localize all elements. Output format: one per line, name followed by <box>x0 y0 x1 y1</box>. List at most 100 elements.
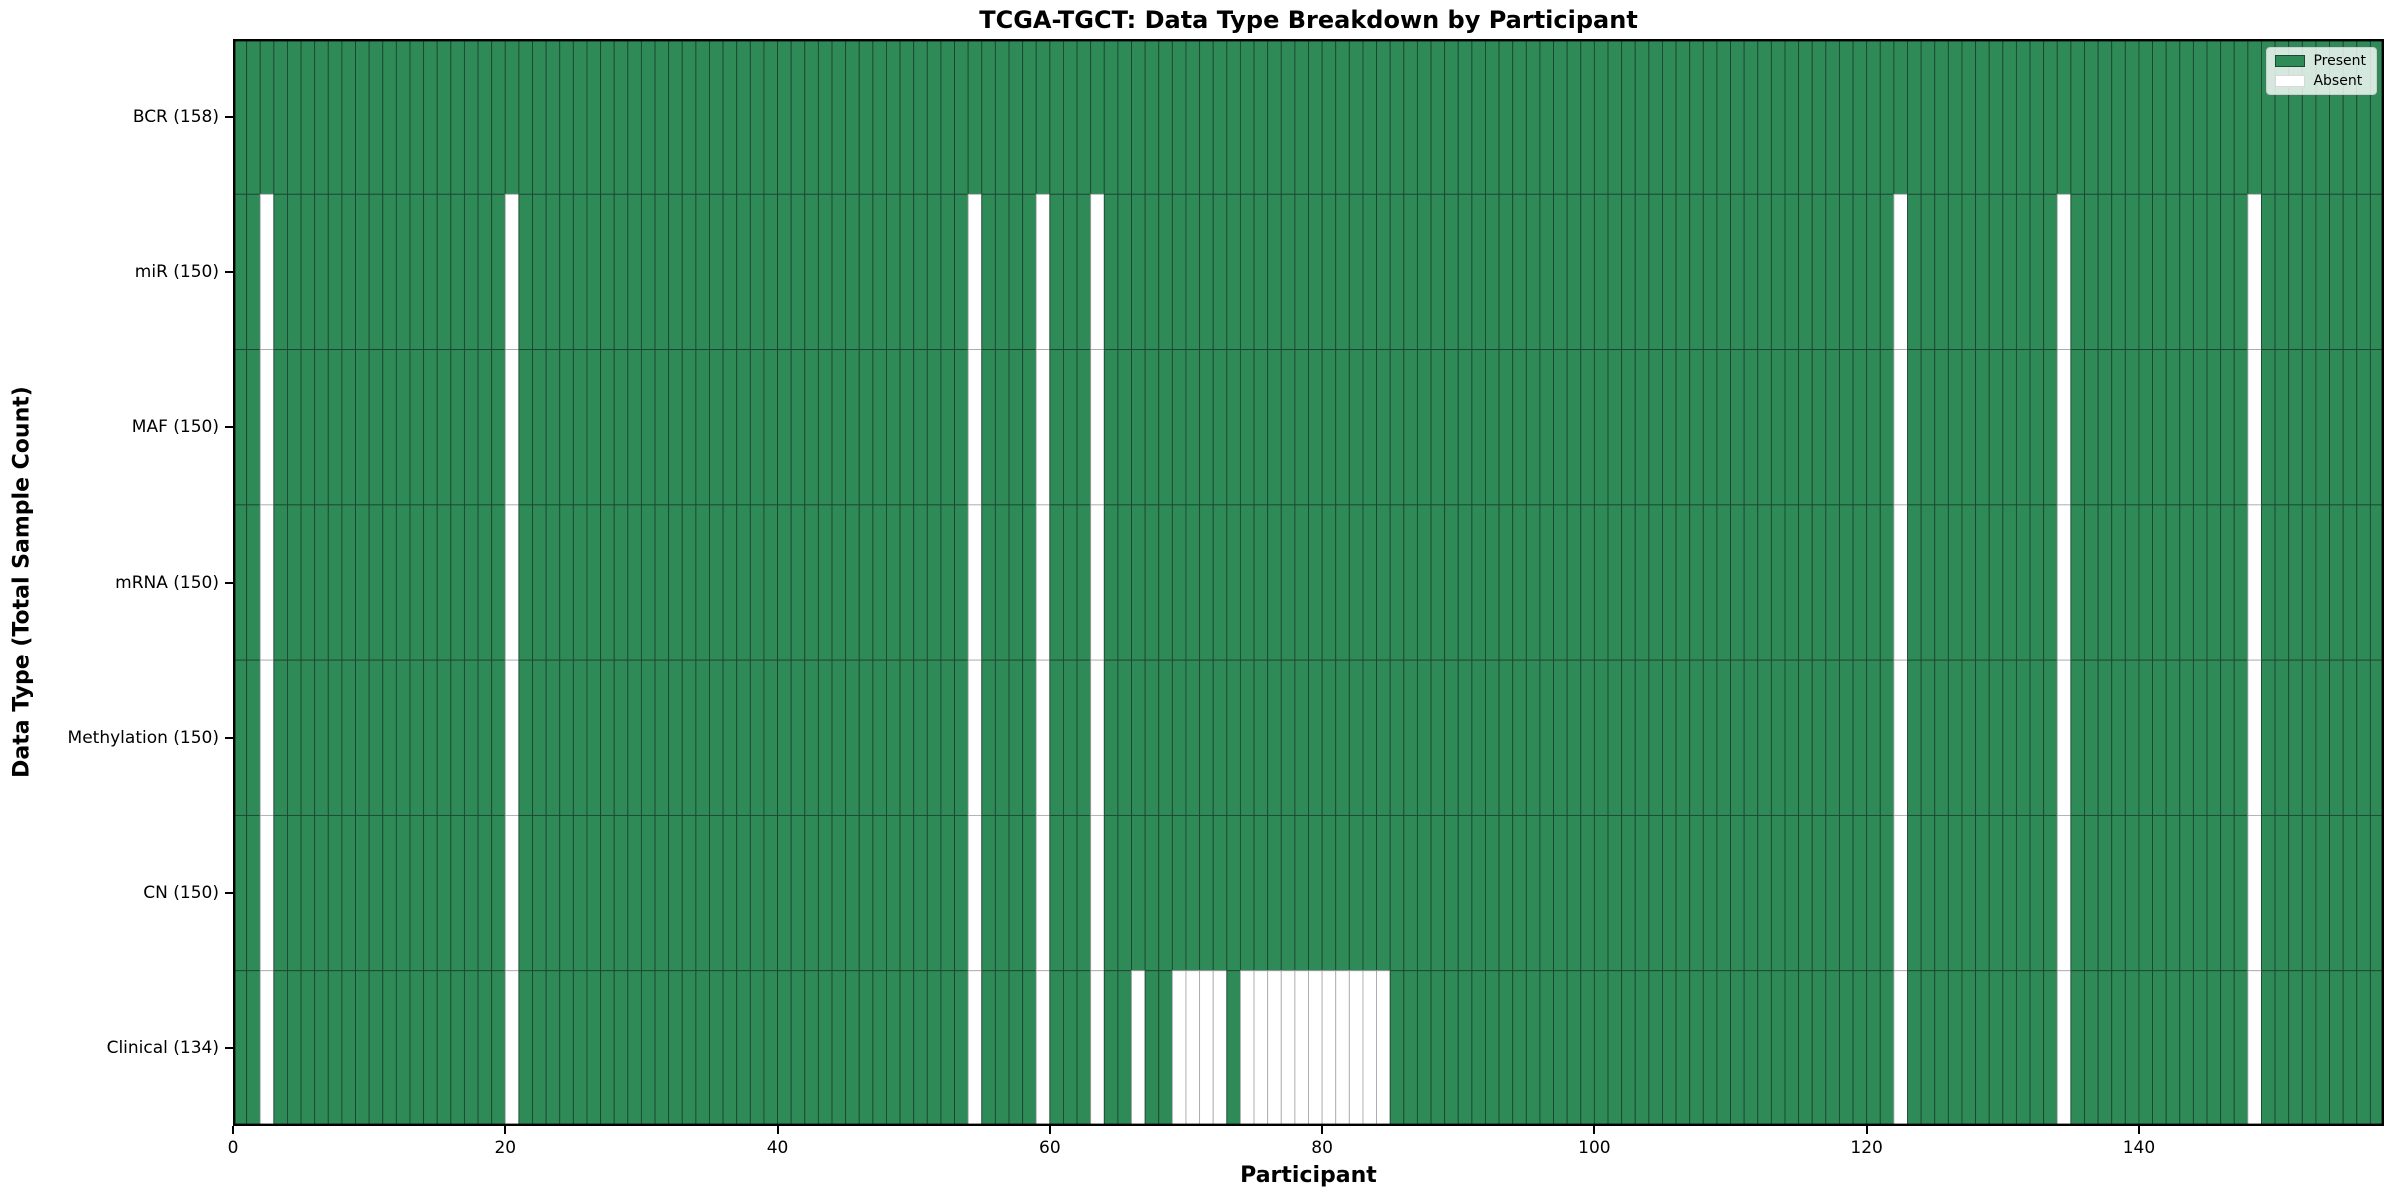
grid-cell <box>1280 349 1296 506</box>
grid-cell <box>1757 970 1772 1126</box>
grid-cell <box>1811 659 1827 816</box>
grid-cell <box>491 39 506 195</box>
grid-cell <box>2247 814 2262 972</box>
x-tick-label: 20 <box>494 1138 517 1158</box>
grid-cell <box>1662 349 1677 506</box>
grid-cell <box>858 814 874 972</box>
grid-cell <box>1866 39 1881 195</box>
grid-cell <box>1485 349 1500 506</box>
grid-cell <box>1008 349 1024 506</box>
grid-cell <box>382 970 397 1126</box>
grid-cell <box>1308 504 1323 661</box>
grid-cell <box>2179 349 2194 506</box>
grid-cell <box>1403 504 1418 661</box>
x-tick-mark <box>1048 1126 1051 1134</box>
grid-cell <box>1648 349 1663 506</box>
grid-cell <box>1335 814 1350 972</box>
grid-cell <box>1348 193 1364 351</box>
grid-cell <box>1076 504 1092 661</box>
grid-cell <box>1430 39 1446 195</box>
grid-cell <box>1022 504 1037 661</box>
grid-cell <box>1988 970 2004 1126</box>
grid-cell <box>2192 814 2208 972</box>
grid-cell <box>2220 349 2235 506</box>
grid-cell <box>2152 39 2167 195</box>
grid-cell <box>382 39 397 195</box>
grid-cell <box>2220 659 2235 816</box>
grid-cell <box>1648 659 1663 816</box>
grid-cell <box>886 39 901 195</box>
grid-cell <box>1076 39 1092 195</box>
x-tick-label: 80 <box>1311 1138 1333 1158</box>
grid-cell <box>2124 814 2140 972</box>
grid-cell <box>314 39 329 195</box>
grid-cell <box>1580 193 1595 351</box>
grid-cell <box>2206 193 2222 351</box>
grid-cell <box>1852 970 1868 1126</box>
grid-cell <box>981 659 996 816</box>
grid-cell <box>2206 970 2222 1126</box>
grid-cell <box>2043 349 2058 506</box>
x-tick-mark <box>504 1126 507 1134</box>
grid-cell <box>2233 39 2249 195</box>
grid-cell <box>695 970 710 1126</box>
grid-cell <box>2124 193 2140 351</box>
grid-cell <box>2165 504 2181 661</box>
grid-cell <box>1580 659 1595 816</box>
grid-cell <box>2043 504 2058 661</box>
grid-cell <box>1308 193 1323 351</box>
grid-cell <box>1199 39 1214 195</box>
grid-cell <box>1702 349 1718 506</box>
grid-cell <box>2138 814 2154 972</box>
grid-cell <box>1934 814 1949 972</box>
grid-cell <box>545 349 561 506</box>
grid-cell <box>1988 39 2004 195</box>
grid-cell <box>1049 193 1064 351</box>
grid-cell <box>1988 504 2004 661</box>
grid-cell <box>300 39 316 195</box>
grid-cell <box>2138 659 2154 816</box>
grid-cell <box>1171 39 1187 195</box>
grid-cell <box>450 814 465 972</box>
grid-cell <box>1144 814 1160 972</box>
grid-cell <box>287 39 302 195</box>
grid-cell <box>1607 39 1623 195</box>
grid-cell <box>1212 39 1228 195</box>
grid-cell <box>940 193 955 351</box>
grid-cell <box>463 349 479 506</box>
grid-cell <box>1212 504 1228 661</box>
grid-cell <box>926 970 942 1126</box>
grid-cell <box>2043 814 2058 972</box>
grid-cell <box>2029 970 2045 1126</box>
grid-cell <box>2111 349 2126 506</box>
grid-cell <box>1280 193 1296 351</box>
grid-cell <box>1362 349 1378 506</box>
grid-cell <box>1716 39 1731 195</box>
grid-cell <box>477 349 493 506</box>
grid-cell <box>1158 814 1173 972</box>
grid-cell <box>2220 39 2235 195</box>
grid-cell <box>1416 970 1432 1126</box>
grid-cell <box>1416 193 1432 351</box>
grid-cell <box>899 349 915 506</box>
grid-cell <box>954 659 969 816</box>
grid-cell <box>1648 970 1663 1126</box>
grid-cell <box>2002 814 2017 972</box>
grid-cell <box>2342 659 2358 816</box>
grid-cell <box>1757 349 1772 506</box>
grid-cell <box>2274 504 2290 661</box>
grid-cell <box>681 814 697 972</box>
grid-cell <box>327 349 343 506</box>
y-tick-mark <box>225 270 233 273</box>
grid-cell <box>654 349 670 506</box>
grid-cell <box>1593 193 1609 351</box>
grid-cell <box>640 349 656 506</box>
grid-cell <box>1321 39 1337 195</box>
grid-cell <box>1144 659 1160 816</box>
grid-cell <box>1893 814 1908 972</box>
grid-cell <box>246 39 261 195</box>
grid-cell <box>1757 193 1772 351</box>
grid-cell <box>1335 193 1350 351</box>
grid-cell <box>1975 814 1990 972</box>
grid-cell <box>436 814 452 972</box>
